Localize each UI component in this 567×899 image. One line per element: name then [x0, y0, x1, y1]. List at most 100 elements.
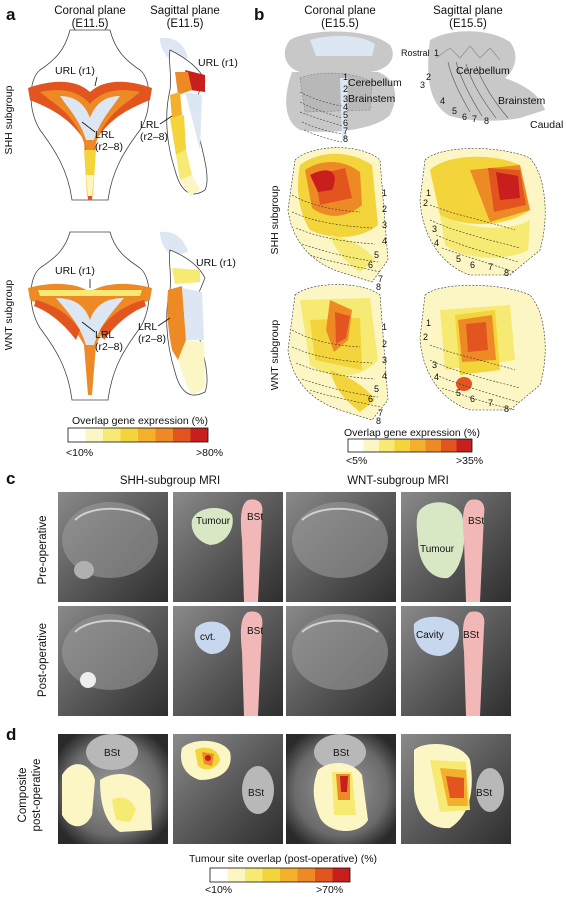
scale-swatch — [227, 868, 245, 882]
c-wnt-tumour-label: Tumour — [420, 544, 455, 555]
region-number-1: 1 — [426, 188, 431, 198]
scale-swatch — [120, 428, 138, 442]
b-brainstem-label: Brainstem — [348, 93, 396, 105]
scale-swatch — [245, 868, 263, 882]
d-color-scale — [209, 867, 351, 883]
scale-swatch — [456, 439, 472, 452]
a-wnt-url-label: URL (r1) — [55, 265, 95, 277]
b-caudal-label: Caudal — [530, 119, 563, 131]
scale-swatch — [103, 428, 121, 442]
d-wnt-bst-label: BSt — [333, 748, 349, 759]
region-number-3: 3 — [432, 360, 437, 370]
panel-a-row1-label: SHH subgroup — [3, 85, 15, 154]
region-number-6: 6 — [368, 260, 373, 270]
region-number-4: 4 — [382, 371, 387, 381]
b-wnt-sagittal-heatmap — [419, 285, 546, 411]
region-number-5: 5 — [374, 250, 379, 260]
region-number-5: 5 — [343, 110, 348, 120]
b-sagittal-reference — [428, 31, 545, 121]
panel-b-coronal-title: Coronal plane — [304, 5, 376, 17]
scale-swatch — [315, 868, 333, 882]
region-number-7: 7 — [378, 274, 383, 284]
d-shh-sagittal — [173, 734, 283, 844]
scale-swatch — [262, 868, 280, 882]
region-number-2: 2 — [343, 84, 348, 94]
c-shh-bst-label: BSt — [247, 512, 263, 523]
region-number-7: 7 — [378, 408, 383, 418]
b-coronal-reference — [284, 31, 396, 143]
scale-swatch — [280, 868, 298, 882]
d-shh-bst-label: BSt — [104, 748, 120, 759]
scale-swatch — [348, 439, 364, 452]
b-scale-title: Overlap gene expression (%) — [344, 427, 480, 439]
scale-border — [209, 867, 351, 883]
region-number-7: 7 — [488, 398, 493, 408]
region-number-4: 4 — [440, 96, 445, 106]
region-number-1: 1 — [426, 318, 431, 328]
region-number-4: 4 — [434, 238, 439, 248]
d-scale-min: <10% — [205, 884, 232, 896]
scale-swatch — [394, 439, 410, 452]
b-rostral-label: Rostral — [401, 48, 430, 58]
panel-a-coronal-stage: (E11.5) — [72, 18, 109, 30]
a-shh-url-label: URL (r1) — [55, 65, 95, 77]
panel-a-sagittal-stage: (E11.5) — [167, 18, 204, 30]
c-row1-label: Pre-operative — [37, 515, 49, 584]
d-row-label-2: post-operative — [31, 759, 43, 832]
region-number-2: 2 — [423, 332, 428, 342]
region-number-5: 5 — [456, 388, 461, 398]
c-wnt-preop-annotated — [401, 492, 511, 602]
c-wnt-bst-label: BSt — [468, 516, 484, 527]
region-number-4: 4 — [382, 236, 387, 246]
scale-swatch — [379, 439, 395, 452]
b-shh-sagittal-heatmap — [419, 148, 546, 276]
a-scale-title: Overlap gene expression (%) — [72, 415, 208, 427]
region-number-8: 8 — [343, 134, 348, 144]
b-cerebellum-label: Cerebellum — [348, 77, 402, 89]
region-number-4: 4 — [434, 372, 439, 382]
panel-c-letter: c — [6, 469, 15, 488]
d-scale-title: Tumour site overlap (post-operative) (%) — [189, 853, 377, 865]
region-number-3: 3 — [420, 80, 425, 90]
c-shh-cvt-label: cvt. — [200, 632, 216, 643]
a-scale-min: <10% — [66, 447, 93, 459]
region-number-6: 6 — [368, 394, 373, 404]
panel-b-coronal-stage: (E15.5) — [321, 18, 359, 30]
region-number-1: 1 — [343, 72, 348, 82]
c-shh-preop-annotated — [173, 492, 283, 602]
a-shh-sagittal-diagram — [160, 37, 208, 196]
b-wnt-sagittal-numbers: 1 2 3 4 56 7 8 — [423, 318, 509, 414]
scale-swatch — [173, 428, 191, 442]
d-wnt-axial — [286, 734, 396, 844]
scale-swatch — [85, 428, 103, 442]
b-row1-label: SHH subgroup — [269, 185, 281, 254]
region-number-8: 8 — [504, 404, 509, 414]
scale-swatch — [155, 428, 173, 442]
a-color-scale — [67, 427, 209, 443]
a-shh-sag-lrl-sub: (r2–8) — [140, 131, 168, 143]
scale-swatch — [68, 428, 86, 442]
d-shh-axial — [58, 734, 168, 844]
scale-swatch — [210, 868, 228, 882]
region-number-7: 7 — [488, 262, 493, 272]
region-number-3: 3 — [382, 220, 387, 230]
panel-d-letter: d — [6, 725, 16, 744]
a-wnt-lrl-sub: (r2–8) — [95, 341, 123, 353]
region-number-8: 8 — [376, 282, 381, 292]
region-number-8: 8 — [376, 416, 381, 426]
region-number-3: 3 — [382, 355, 387, 365]
a-shh-sag-lrl: LRL — [140, 119, 159, 131]
region-number-6: 6 — [470, 394, 475, 404]
a-wnt-lrl-label: LRL — [95, 329, 114, 341]
region-number-6: 6 — [470, 260, 475, 270]
c-wnt-title: WNT-subgroup MRI — [347, 475, 449, 487]
panel-a-sagittal-title: Sagittal plane — [150, 5, 220, 17]
region-number-3: 3 — [432, 224, 437, 234]
region-number-2: 2 — [423, 198, 428, 208]
a-wnt-sagittal-diagram — [160, 231, 208, 396]
region-number-6: 6 — [343, 118, 348, 128]
panel-a-letter: a — [6, 5, 16, 24]
